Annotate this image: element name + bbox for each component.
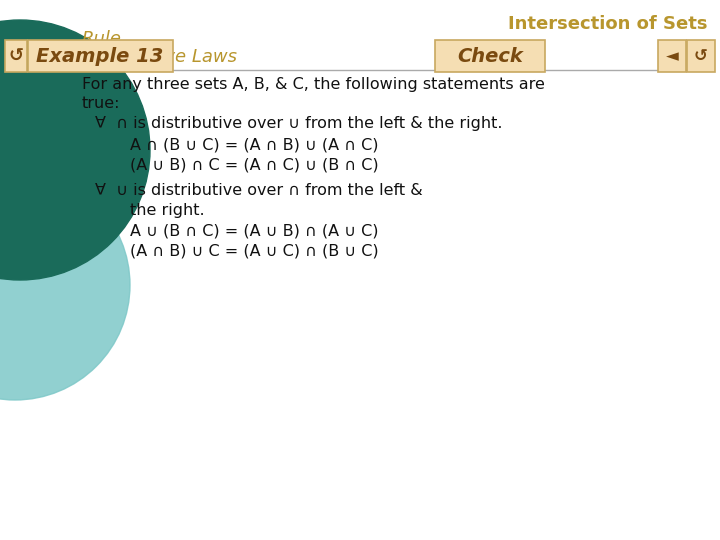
Text: ◄: ◄ <box>665 47 678 65</box>
FancyBboxPatch shape <box>28 40 173 72</box>
Text: For any three sets A, B, & C, the following statements are: For any three sets A, B, & C, the follow… <box>82 77 545 92</box>
Text: (A ∪ B) ∩ C = (A ∩ C) ∪ (B ∩ C): (A ∪ B) ∩ C = (A ∩ C) ∪ (B ∩ C) <box>130 158 379 173</box>
Text: true:: true: <box>82 96 120 111</box>
FancyBboxPatch shape <box>658 40 686 72</box>
Text: Example 13: Example 13 <box>36 46 163 65</box>
Circle shape <box>0 20 150 280</box>
Text: ↺: ↺ <box>9 47 24 65</box>
FancyBboxPatch shape <box>435 40 545 72</box>
FancyBboxPatch shape <box>5 40 27 72</box>
Text: A ∩ (B ∪ C) = (A ∩ B) ∪ (A ∩ C): A ∩ (B ∪ C) = (A ∩ B) ∪ (A ∩ C) <box>130 138 379 153</box>
Circle shape <box>0 170 130 400</box>
FancyBboxPatch shape <box>687 40 715 72</box>
Text: ∀  ∪ is distributive over ∩ from the left &: ∀ ∪ is distributive over ∩ from the left… <box>95 183 423 198</box>
Text: the right.: the right. <box>130 203 204 218</box>
Text: ↺: ↺ <box>694 47 708 65</box>
Text: Rule: Rule <box>82 30 122 48</box>
Text: Distributive Laws: Distributive Laws <box>82 48 237 66</box>
Text: Check: Check <box>457 46 523 65</box>
Text: A ∪ (B ∩ C) = (A ∪ B) ∩ (A ∪ C): A ∪ (B ∩ C) = (A ∪ B) ∩ (A ∪ C) <box>130 224 379 239</box>
Text: ∀  ∩ is distributive over ∪ from the left & the right.: ∀ ∩ is distributive over ∪ from the left… <box>95 116 503 131</box>
Text: (A ∩ B) ∪ C = (A ∪ C) ∩ (B ∪ C): (A ∩ B) ∪ C = (A ∪ C) ∩ (B ∪ C) <box>130 244 379 259</box>
Text: Intersection of Sets: Intersection of Sets <box>508 15 708 33</box>
